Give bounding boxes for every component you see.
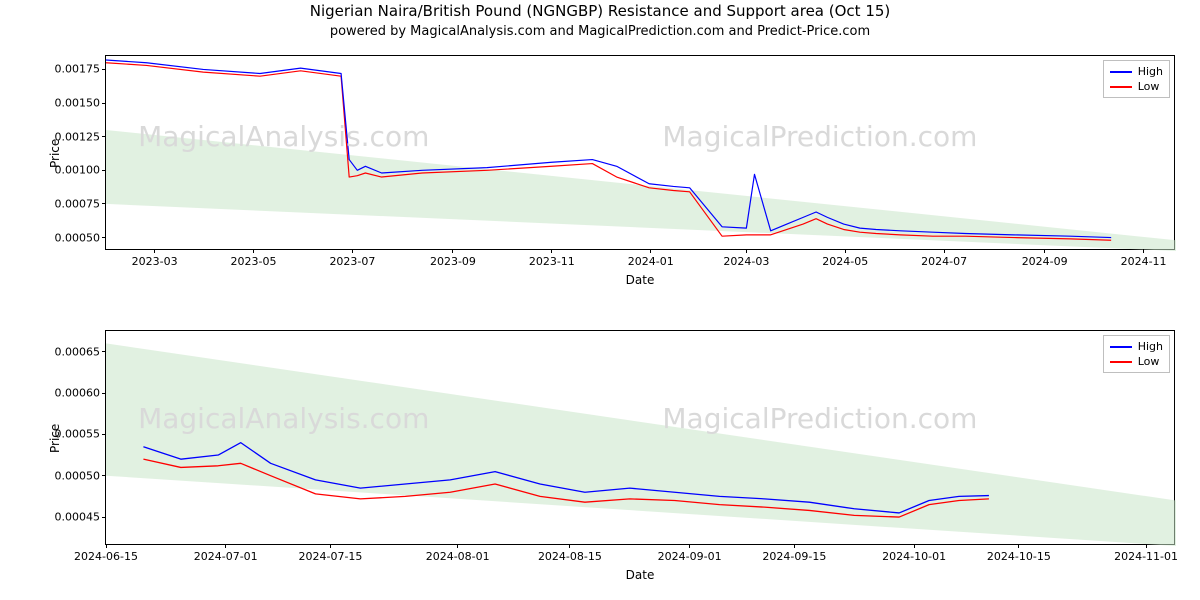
x-tick-label: 2024-06-15 xyxy=(74,544,138,563)
x-tick-label: 2024-07 xyxy=(921,249,967,268)
y-tick-label: 0.00150 xyxy=(55,97,107,110)
x-tick-label: 2023-11 xyxy=(529,249,575,268)
top-chart-plot xyxy=(106,56,1174,249)
x-tick-label: 2023-05 xyxy=(231,249,277,268)
y-tick-label: 0.00125 xyxy=(55,130,107,143)
legend-item-low: Low xyxy=(1110,354,1163,369)
x-tick-label: 2023-03 xyxy=(132,249,178,268)
x-tick-label: 2024-08-15 xyxy=(538,544,602,563)
legend-label: Low xyxy=(1138,354,1160,369)
x-axis-label: Date xyxy=(626,568,655,582)
y-tick-label: 0.00050 xyxy=(55,231,107,244)
legend: High Low xyxy=(1103,335,1170,373)
legend-swatch-low xyxy=(1110,361,1132,363)
legend-label: Low xyxy=(1138,79,1160,94)
x-tick-label: 2024-07-15 xyxy=(299,544,363,563)
top-chart-axes: MagicalAnalysis.com MagicalPrediction.co… xyxy=(105,55,1175,250)
legend: High Low xyxy=(1103,60,1170,98)
x-tick-label: 2023-09 xyxy=(430,249,476,268)
x-tick-label: 2024-09-15 xyxy=(762,544,826,563)
y-tick-label: 0.00065 xyxy=(55,345,107,358)
legend-label: High xyxy=(1138,339,1163,354)
legend-swatch-high xyxy=(1110,346,1132,348)
legend-swatch-high xyxy=(1110,71,1132,73)
x-tick-label: 2024-09-01 xyxy=(658,544,722,563)
x-tick-label: 2024-01 xyxy=(628,249,674,268)
y-tick-label: 0.00060 xyxy=(55,387,107,400)
x-tick-label: 2024-07-01 xyxy=(194,544,258,563)
y-tick-label: 0.00055 xyxy=(55,428,107,441)
x-tick-label: 2024-05 xyxy=(822,249,868,268)
chart-title: Nigerian Naira/British Pound (NGNGBP) Re… xyxy=(0,2,1200,20)
x-tick-label: 2024-11-01 xyxy=(1114,544,1178,563)
legend-item-high: High xyxy=(1110,339,1163,354)
y-tick-label: 0.00100 xyxy=(55,164,107,177)
x-tick-label: 2024-08-01 xyxy=(426,544,490,563)
legend-swatch-low xyxy=(1110,86,1132,88)
x-tick-label: 2024-03 xyxy=(723,249,769,268)
x-tick-label: 2024-10-01 xyxy=(882,544,946,563)
x-tick-label: 2024-11 xyxy=(1121,249,1167,268)
y-tick-label: 0.00075 xyxy=(55,197,107,210)
y-tick-label: 0.00045 xyxy=(55,511,107,524)
x-tick-label: 2023-07 xyxy=(329,249,375,268)
figure: Nigerian Naira/British Pound (NGNGBP) Re… xyxy=(0,0,1200,600)
x-tick-label: 2024-10-15 xyxy=(987,544,1051,563)
x-axis-label: Date xyxy=(626,273,655,287)
legend-item-low: Low xyxy=(1110,79,1163,94)
y-tick-label: 0.00175 xyxy=(55,63,107,76)
legend-label: High xyxy=(1138,64,1163,79)
legend-item-high: High xyxy=(1110,64,1163,79)
bottom-chart-plot xyxy=(106,331,1174,544)
chart-subtitle: powered by MagicalAnalysis.com and Magic… xyxy=(0,24,1200,39)
x-tick-label: 2024-09 xyxy=(1022,249,1068,268)
y-tick-label: 0.00050 xyxy=(55,469,107,482)
bottom-chart-axes: MagicalAnalysis.com MagicalPrediction.co… xyxy=(105,330,1175,545)
